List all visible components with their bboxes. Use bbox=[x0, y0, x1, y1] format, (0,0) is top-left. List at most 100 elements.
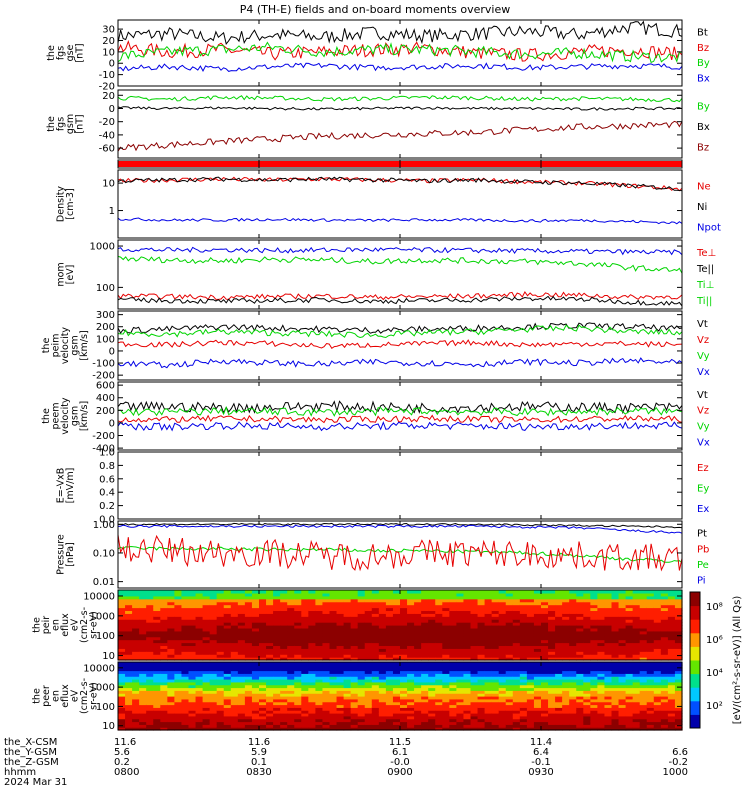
spec-cell bbox=[223, 642, 232, 647]
spec-cell bbox=[195, 633, 204, 638]
spec-cell bbox=[392, 604, 401, 609]
spec-cell bbox=[336, 701, 345, 706]
spec-cell bbox=[449, 657, 457, 661]
spec-cell bbox=[336, 713, 345, 717]
spec-cell bbox=[202, 598, 211, 603]
spec-cell bbox=[378, 630, 387, 635]
spec-cell bbox=[449, 627, 457, 632]
spec-cell bbox=[498, 707, 507, 711]
spec-cell bbox=[618, 724, 627, 728]
spec-cell bbox=[237, 681, 246, 686]
spec-cell bbox=[400, 654, 408, 658]
spec-cell bbox=[407, 645, 415, 649]
spec-cell bbox=[632, 651, 641, 655]
spec-cell bbox=[357, 613, 366, 617]
spec-cell bbox=[498, 701, 507, 706]
spec-cell bbox=[569, 601, 577, 606]
spec-cell bbox=[667, 633, 676, 638]
spec-cell bbox=[548, 633, 556, 638]
spec-cell bbox=[280, 592, 288, 597]
spec-cell bbox=[167, 667, 175, 672]
spec-cell bbox=[237, 648, 246, 652]
spec-cell bbox=[251, 630, 260, 635]
spec-cell bbox=[435, 687, 443, 691]
spec-cell bbox=[400, 595, 408, 600]
spec-cell bbox=[639, 642, 648, 647]
spec-cell bbox=[378, 657, 387, 661]
spec-cell bbox=[512, 639, 521, 644]
spec-cell bbox=[315, 681, 324, 686]
spec-cell bbox=[491, 718, 500, 723]
spec-cell bbox=[385, 704, 394, 708]
spec-cell bbox=[322, 664, 331, 669]
series-line-Ti bbox=[117, 246, 683, 256]
spec-cell bbox=[604, 670, 613, 674]
spec-cell bbox=[548, 619, 556, 623]
spec-cell bbox=[329, 607, 338, 612]
spec-cell bbox=[132, 664, 140, 669]
spec-cell bbox=[280, 645, 288, 649]
spec-cell bbox=[590, 648, 598, 652]
y-tick-label: 1000 bbox=[90, 242, 115, 253]
spec-cell bbox=[308, 654, 316, 658]
spec-cell bbox=[259, 627, 267, 632]
spec-cell bbox=[343, 721, 352, 725]
spec-cell bbox=[667, 687, 676, 691]
spec-cell bbox=[230, 619, 239, 623]
spec-cell bbox=[505, 690, 514, 694]
spec-cell bbox=[315, 610, 324, 614]
spec-cell bbox=[421, 718, 429, 723]
spec-cell bbox=[526, 676, 535, 680]
spec-cell bbox=[477, 642, 486, 647]
spec-cell bbox=[350, 721, 359, 725]
spec-cell bbox=[569, 627, 577, 632]
spec-cell bbox=[583, 657, 591, 661]
spec-cell bbox=[167, 601, 175, 606]
spec-cell bbox=[470, 625, 479, 629]
spec-cell bbox=[167, 604, 175, 609]
spec-cell bbox=[294, 690, 302, 694]
spec-cell bbox=[407, 613, 415, 617]
spec-cell bbox=[216, 636, 225, 641]
spec-cell bbox=[188, 639, 197, 644]
spec-cell bbox=[343, 662, 352, 666]
spec-cell bbox=[414, 704, 422, 708]
spec-cell bbox=[181, 707, 190, 711]
spec-cell bbox=[315, 713, 324, 717]
spec-cell bbox=[576, 592, 584, 597]
y-axis-label: (cm2-s- bbox=[79, 607, 90, 643]
spec-cell bbox=[611, 673, 620, 677]
spec-cell bbox=[569, 595, 577, 600]
spec-cell bbox=[435, 727, 443, 731]
spec-cell bbox=[590, 724, 598, 728]
spec-cell bbox=[667, 595, 676, 600]
spec-cell bbox=[442, 704, 450, 708]
spec-cell bbox=[653, 673, 662, 677]
spec-cell bbox=[533, 684, 542, 689]
spec-cell bbox=[329, 648, 338, 652]
spec-cell bbox=[569, 633, 577, 638]
spec-cell bbox=[449, 718, 457, 723]
spec-cell bbox=[618, 613, 627, 617]
spec-cell bbox=[336, 676, 345, 680]
spec-cell bbox=[562, 619, 570, 623]
spec-cell bbox=[350, 639, 359, 644]
spec-cell bbox=[392, 613, 401, 617]
spec-cell bbox=[392, 670, 401, 674]
spec-cell bbox=[294, 727, 302, 731]
spec-cell bbox=[639, 670, 648, 674]
spec-cell bbox=[456, 721, 465, 725]
y-tick-label: -200 bbox=[92, 371, 115, 382]
spec-cell bbox=[336, 707, 345, 711]
spec-cell bbox=[618, 698, 627, 703]
spec-cell bbox=[526, 627, 535, 632]
spec-cell bbox=[449, 595, 457, 600]
spec-cell bbox=[118, 636, 126, 641]
spec-cell bbox=[653, 710, 662, 714]
spec-cell bbox=[646, 684, 655, 689]
spec-cell bbox=[407, 667, 415, 672]
spec-cell bbox=[470, 595, 479, 600]
spec-cell bbox=[632, 590, 641, 594]
spec-cell bbox=[519, 698, 528, 703]
spec-cell bbox=[357, 619, 366, 623]
